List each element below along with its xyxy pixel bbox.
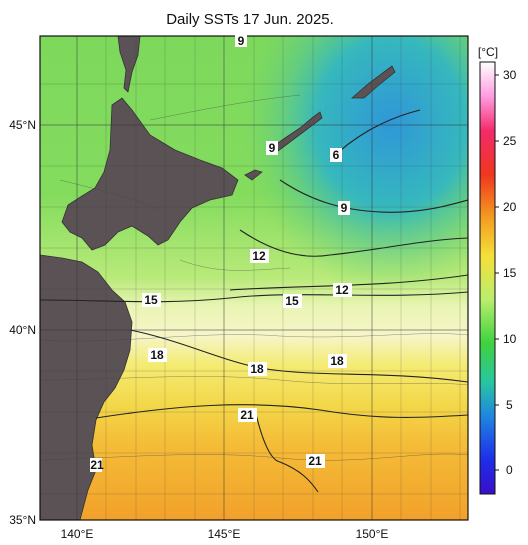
graticule [40,36,468,520]
contour-label-15-east: 15 [283,294,302,308]
lon-label-140e: 140°E [61,527,94,541]
contour-label-21-mid: 21 [238,408,257,422]
svg-text:6: 6 [333,148,340,162]
svg-text:18: 18 [250,362,264,376]
lat-label-35n: 35°N [9,513,36,527]
isotherm-21 [95,404,468,419]
isotherm-lines [40,109,468,493]
land [40,36,396,520]
sakhalin-island [117,36,141,93]
lon-label-145e: 145°E [208,527,241,541]
svg-text:18: 18 [150,348,164,362]
contour-value-labels: 9 9 6 9 12 12 15 15 18 18 18 21 21 21 [90,34,352,472]
colorbar-tick-30: 30 [503,68,517,82]
lat-label-45n: 45°N [9,118,36,132]
colorbar-ticks [495,74,499,471]
isotherm-12 [239,229,468,257]
svg-text:9: 9 [341,201,348,215]
contour-label-18-mid: 18 [248,362,267,376]
colorbar-tick-0: 0 [506,463,513,477]
svg-text:12: 12 [252,249,266,263]
kuril-islet [244,169,263,181]
contour-label-9-kuril: 9 [266,141,278,155]
lon-label-150e: 150°E [356,527,389,541]
contour-label-9-top: 9 [235,34,247,48]
svg-text:9: 9 [238,34,245,48]
hokkaido-island [61,97,239,251]
contour-label-12-west: 12 [250,249,269,263]
contour-label-15-west: 15 [142,293,161,307]
svg-text:18: 18 [330,354,344,368]
colorbar-tick-10: 10 [503,332,517,346]
contour-label-21-east: 21 [306,454,325,468]
contour-label-21-west: 21 [90,458,104,472]
colorbar-tick-15: 15 [503,266,517,280]
kuril-islands-north [350,65,396,99]
colorbar-unit: [°C] [478,45,498,59]
svg-text:21: 21 [90,458,104,472]
map-frame [39,35,469,521]
colorbar-tick-25: 25 [503,134,517,148]
contour-label-18-west: 18 [148,348,167,362]
svg-text:21: 21 [308,454,322,468]
isotherm-9 [279,179,468,213]
lat-label-40n: 40°N [9,323,36,337]
colorbar-tick-20: 20 [503,200,517,214]
svg-text:21: 21 [240,408,254,422]
contour-label-9-east: 9 [338,201,350,215]
svg-text:15: 15 [144,293,158,307]
svg-text:12: 12 [335,283,349,297]
svg-text:9: 9 [269,141,276,155]
fine-isotherms [40,94,468,461]
svg-text:15: 15 [285,294,299,308]
honshu-island [40,254,133,520]
colorbar-tick-5: 5 [506,398,513,412]
contour-label-6: 6 [330,148,342,162]
contour-label-12-east: 12 [333,283,352,297]
kuril-islands-south [267,111,323,155]
contour-label-18-east: 18 [328,354,347,368]
isotherm-21-meander [254,409,319,493]
colorbar [479,61,496,495]
graticule-minor [40,36,468,520]
map-title: Daily SSTs 17 Jun. 2025. [166,11,334,28]
isotherm-15 [40,291,468,303]
